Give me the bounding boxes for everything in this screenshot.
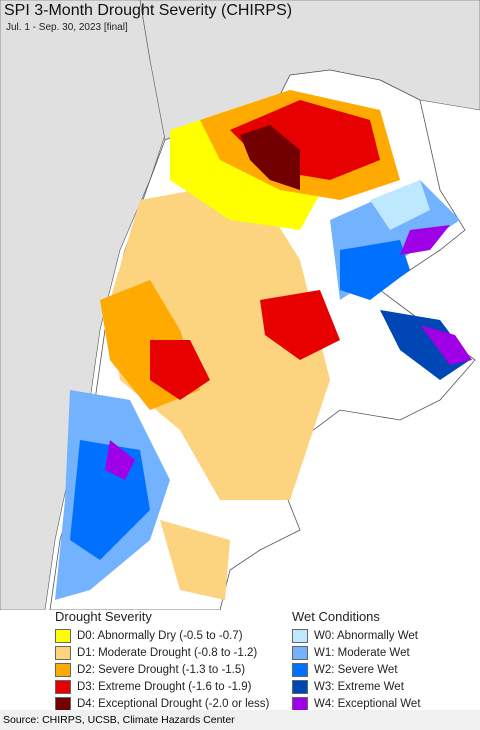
title: SPI 3-Month Drought Severity (CHIRPS)	[4, 2, 293, 19]
legend-label: D3: Extreme Drought (-1.6 to -1.9)	[77, 680, 252, 693]
legend-title: Wet Conditions	[292, 609, 380, 624]
legend-item: W3: Extreme Wet	[292, 678, 421, 695]
severity-area	[380, 310, 470, 380]
legend-swatch	[55, 696, 71, 711]
legend-swatch	[292, 645, 308, 660]
subtitle: Jul. 1 - Sep. 30, 2023 [final]	[6, 22, 128, 33]
severity-area	[400, 225, 450, 255]
map	[0, 0, 480, 610]
legend-item: W2: Severe Wet	[292, 661, 421, 678]
legend-item: D3: Extreme Drought (-1.6 to -1.9)	[55, 678, 269, 695]
legend-swatch	[292, 679, 308, 694]
severity-area	[105, 440, 135, 480]
legend-label: W1: Moderate Wet	[314, 646, 410, 659]
legend-swatch	[55, 628, 71, 643]
legend-swatch	[292, 696, 308, 711]
legend-label: D4: Exceptional Drought (-2.0 or less)	[77, 697, 270, 710]
legend-item: W4: Exceptional Wet	[292, 695, 421, 712]
legend-item: W1: Moderate Wet	[292, 644, 421, 661]
legend-item: W0: Abnormally Wet	[292, 627, 421, 644]
severity-area	[370, 180, 430, 230]
drought-legend: Drought Severity D0: Abnormally Dry (-0.…	[55, 609, 269, 712]
legend-swatch	[292, 662, 308, 677]
legend-swatch	[55, 679, 71, 694]
severity-area	[340, 240, 410, 300]
source: Source: CHIRPS, UCSB, Climate Hazards Ce…	[0, 710, 480, 730]
legend-label: D1: Moderate Drought (-0.8 to -1.2)	[77, 646, 258, 659]
severity-area	[260, 290, 340, 360]
wet-legend: Wet Conditions W0: Abnormally Wet W1: Mod…	[292, 609, 421, 712]
legend-label: W3: Extreme Wet	[314, 680, 404, 693]
severity-area	[240, 125, 300, 190]
legend-label: D0: Abnormally Dry (-0.5 to -0.7)	[77, 629, 243, 642]
legend-label: D2: Severe Drought (-1.3 to -1.5)	[77, 663, 246, 676]
legend-item: D2: Severe Drought (-1.3 to -1.5)	[55, 661, 269, 678]
severity-area	[420, 325, 472, 365]
severity-area	[160, 520, 230, 600]
legend-item: D1: Moderate Drought (-0.8 to -1.2)	[55, 644, 269, 661]
legend-label: W2: Severe Wet	[314, 663, 398, 676]
legend-item: D4: Exceptional Drought (-2.0 or less)	[55, 695, 269, 712]
legend-title: Drought Severity	[55, 609, 152, 624]
legend-label: W4: Exceptional Wet	[314, 697, 421, 710]
legend-swatch	[55, 662, 71, 677]
severity-area	[150, 340, 210, 400]
legend-label: W0: Abnormally Wet	[314, 629, 418, 642]
legend-item: D0: Abnormally Dry (-0.5 to -0.7)	[55, 627, 269, 644]
legend-swatch	[292, 628, 308, 643]
legend-swatch	[55, 645, 71, 660]
severity-area	[110, 180, 330, 500]
